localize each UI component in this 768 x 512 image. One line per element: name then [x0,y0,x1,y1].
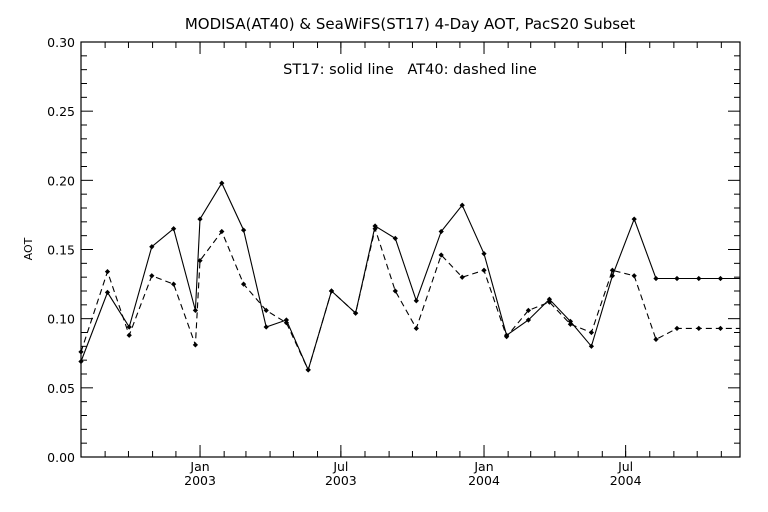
y-tick-label: 0.05 [47,381,75,396]
x-tick-label-month: Jul [332,459,348,474]
data-point-at40 [192,342,199,348]
data-point-at40 [481,267,487,273]
data-point-st17 [588,343,595,349]
data-point-st17 [78,358,84,365]
y-tick-label: 0.00 [47,450,75,465]
x-tick-label-year: 2003 [325,473,357,488]
data-point-at40 [653,336,659,343]
data-point-at40 [240,281,247,287]
data-point-at40 [197,257,203,264]
chart-title: MODISA(AT40) & SeaWiFS(ST17) 4-Day AOT, … [185,15,635,33]
data-point-at40 [674,325,680,332]
data-point-at40 [78,349,84,355]
data-point-at40 [525,307,532,314]
data-point-st17 [413,298,419,304]
data-point-st17 [126,324,132,330]
data-point-st17 [192,307,199,314]
data-point-at40 [567,321,574,327]
legend-annotation: ST17: solid line AT40: dashed line [283,62,537,78]
x-tick-label-month: Jan [473,459,493,474]
plot-frame [80,41,741,458]
data-point-at40 [305,367,311,373]
data-point-at40 [609,267,616,273]
x-tick-label-year: 2003 [184,473,216,488]
data-point-at40 [170,281,177,287]
data-point-st17 [481,251,487,257]
series-line-at40 [80,226,740,372]
y-tick-label: 0.25 [47,104,75,119]
data-point-st17 [170,226,177,232]
data-point-at40 [503,333,510,340]
data-point-st17 [717,275,724,282]
series-line-st17 [80,181,740,372]
y-tick-label: 0.10 [47,312,75,327]
data-point-st17 [219,180,225,186]
data-point-st17 [459,202,465,208]
data-point-at40 [263,307,269,314]
y-axis: 0.00 0.05 0.10 0.15 0.20 0.25 0.30 [47,35,740,465]
data-point-at40 [149,273,155,279]
data-point-st17 [197,216,203,222]
data-point-st17 [392,235,398,242]
y-tick-label: 0.30 [47,35,75,50]
data-point-st17 [104,289,111,296]
data-point-st17 [525,317,532,323]
x-tick-label-month: Jan [189,459,209,474]
data-point-at40 [283,320,290,326]
series-group [78,180,740,373]
data-point-st17 [438,228,444,235]
data-point-st17 [631,216,637,222]
data-point-at40 [546,299,553,305]
data-point-at40 [631,273,637,279]
data-point-at40 [126,332,132,338]
data-point-at40 [717,325,724,332]
y-tick-label: 0.20 [47,173,75,188]
data-point-st17 [674,275,680,282]
data-point-st17 [263,324,269,330]
data-point-st17 [240,227,247,233]
data-point-at40 [372,226,378,232]
data-point-at40 [352,310,359,316]
data-point-at40 [588,329,595,336]
data-point-at40 [104,268,111,275]
data-point-at40 [413,325,419,332]
data-point-st17 [149,244,155,250]
y-tick-label: 0.15 [47,243,75,258]
data-point-at40 [696,325,702,332]
x-tick-label-year: 2004 [610,473,642,488]
data-point-st17 [653,275,659,282]
data-point-at40 [219,228,225,235]
data-point-at40 [328,288,335,294]
data-point-st17 [696,275,702,282]
x-tick-label-month: Jul [617,459,633,474]
data-point-at40 [438,252,444,258]
data-point-at40 [459,274,465,280]
data-point-at40 [392,288,398,294]
x-tick-label-year: 2004 [468,473,500,488]
y-axis-label: AOT [22,237,35,260]
